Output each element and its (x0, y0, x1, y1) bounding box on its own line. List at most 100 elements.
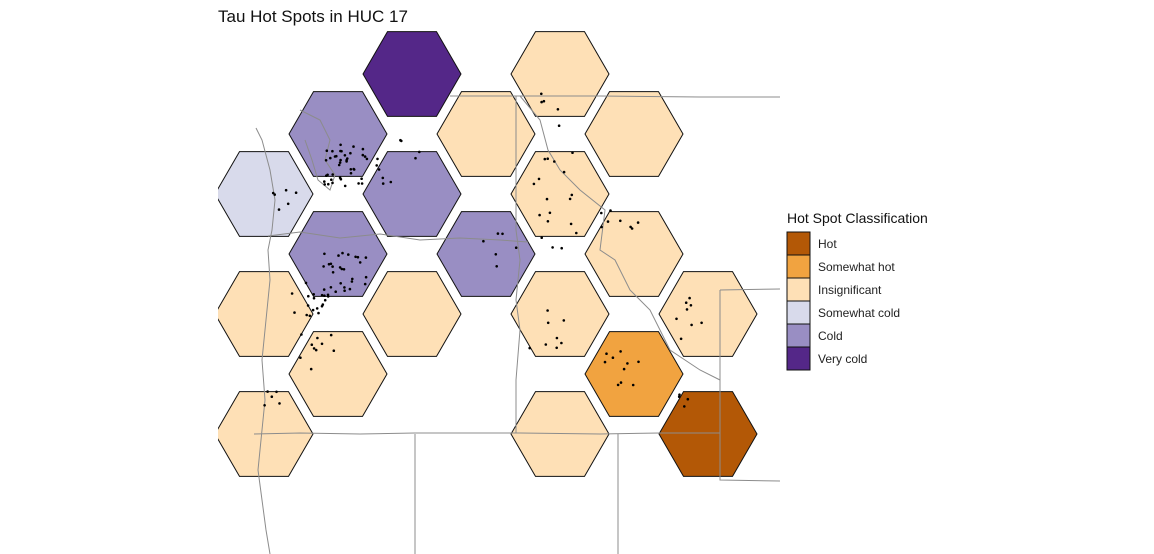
observation-point-128 (609, 209, 612, 212)
observation-point-12 (340, 149, 343, 153)
observation-point-152 (495, 265, 499, 268)
observation-point-148 (689, 304, 693, 307)
legend-swatch-cold (786, 323, 811, 348)
observation-point-139 (637, 360, 640, 364)
observation-point-125 (606, 220, 610, 223)
observation-point-41 (364, 256, 368, 259)
observation-point-78 (311, 308, 315, 312)
observation-point-108 (545, 197, 549, 201)
observation-point-64 (323, 252, 326, 256)
observation-point-5 (327, 182, 330, 186)
observation-point-66 (364, 275, 368, 279)
legend-item-cold: Cold (786, 323, 843, 348)
wa-or-boundary-line (267, 231, 529, 243)
observation-point-174 (542, 99, 546, 103)
observation-point-142 (679, 337, 683, 341)
hexagon-insignificant-12 (362, 271, 462, 357)
observation-point-121 (546, 220, 550, 223)
observation-point-76 (317, 311, 320, 315)
observation-points (263, 92, 703, 408)
observation-point-180 (263, 404, 266, 407)
observation-point-164 (277, 208, 281, 211)
observation-point-65 (327, 262, 331, 266)
observation-point-20 (338, 161, 342, 164)
pacific-coastline (255, 127, 276, 554)
observation-point-133 (626, 362, 629, 365)
observation-point-51 (322, 265, 325, 268)
observation-point-170 (556, 108, 560, 111)
legend-swatch-somewhat-cold (786, 300, 811, 325)
observation-point-99 (332, 349, 336, 353)
observation-point-28 (352, 167, 356, 171)
observation-point-138 (619, 350, 622, 353)
observation-point-25 (331, 173, 335, 176)
observation-point-22 (339, 158, 342, 162)
hexagon-insignificant-11 (218, 271, 314, 357)
observation-point-130 (600, 211, 603, 215)
observation-point-46 (323, 294, 326, 298)
observation-point-183 (270, 395, 274, 399)
state-boundaries (253, 95, 781, 554)
hexagon-somewhat-hot-16 (584, 331, 684, 417)
observation-point-119 (540, 236, 543, 239)
observation-point-113 (562, 170, 566, 174)
observation-point-89 (376, 157, 379, 161)
hexagon-cold-6 (362, 151, 462, 237)
observation-point-84 (320, 304, 324, 308)
legend-swatch-very-cold (786, 346, 811, 371)
legend-label-hot: Hot (818, 237, 837, 251)
observation-point-116 (551, 246, 554, 249)
observation-point-104 (299, 356, 302, 360)
observation-point-157 (528, 346, 531, 350)
observation-point-106 (571, 151, 574, 154)
observation-point-94 (377, 168, 381, 171)
observation-point-47 (343, 286, 346, 289)
hexagon-insignificant-14 (658, 271, 758, 357)
observation-point-62 (331, 265, 334, 268)
observation-point-103 (309, 367, 313, 371)
observation-point-23 (331, 149, 334, 153)
coastline (255, 109, 336, 554)
observation-point-115 (570, 193, 574, 197)
hexagon-cold-8 (288, 211, 388, 297)
observation-point-135 (616, 383, 620, 387)
wy-vertical-line (719, 290, 781, 482)
observation-point-4 (349, 151, 352, 155)
hexagon-insignificant-10 (584, 211, 684, 297)
observation-point-167 (294, 191, 298, 194)
observation-point-54 (326, 293, 330, 297)
observation-point-132 (622, 367, 626, 371)
observation-point-16 (339, 143, 342, 147)
observation-point-69 (342, 268, 346, 271)
observation-point-175 (678, 393, 681, 397)
observation-point-29 (343, 184, 347, 188)
legend-swatch-hot (786, 231, 811, 256)
observation-point-19 (361, 153, 365, 157)
observation-point-140 (611, 356, 615, 360)
observation-point-129 (619, 219, 622, 223)
observation-point-11 (330, 178, 333, 181)
observation-point-39 (325, 174, 328, 177)
observation-point-143 (700, 321, 703, 325)
legend-label-cold: Cold (818, 329, 843, 343)
observation-point-93 (375, 164, 379, 167)
observation-point-73 (305, 313, 309, 317)
id-wa-boundary-line (515, 96, 521, 433)
observation-point-137 (619, 381, 623, 384)
hexagon-insignificant-15 (288, 331, 388, 417)
observation-point-120 (560, 246, 563, 250)
observation-point-111 (553, 160, 556, 163)
observation-point-122 (548, 211, 552, 215)
observation-point-114 (537, 177, 541, 181)
observation-point-92 (418, 150, 421, 154)
observation-point-44 (329, 286, 333, 289)
observation-point-181 (266, 390, 269, 393)
observation-point-151 (514, 246, 518, 249)
observation-point-96 (320, 342, 324, 346)
northern-border-line (450, 95, 780, 98)
observation-point-49 (341, 251, 344, 255)
observation-point-160 (544, 343, 548, 346)
hexagon-very-cold-0 (362, 31, 462, 117)
observation-point-90 (381, 182, 385, 185)
